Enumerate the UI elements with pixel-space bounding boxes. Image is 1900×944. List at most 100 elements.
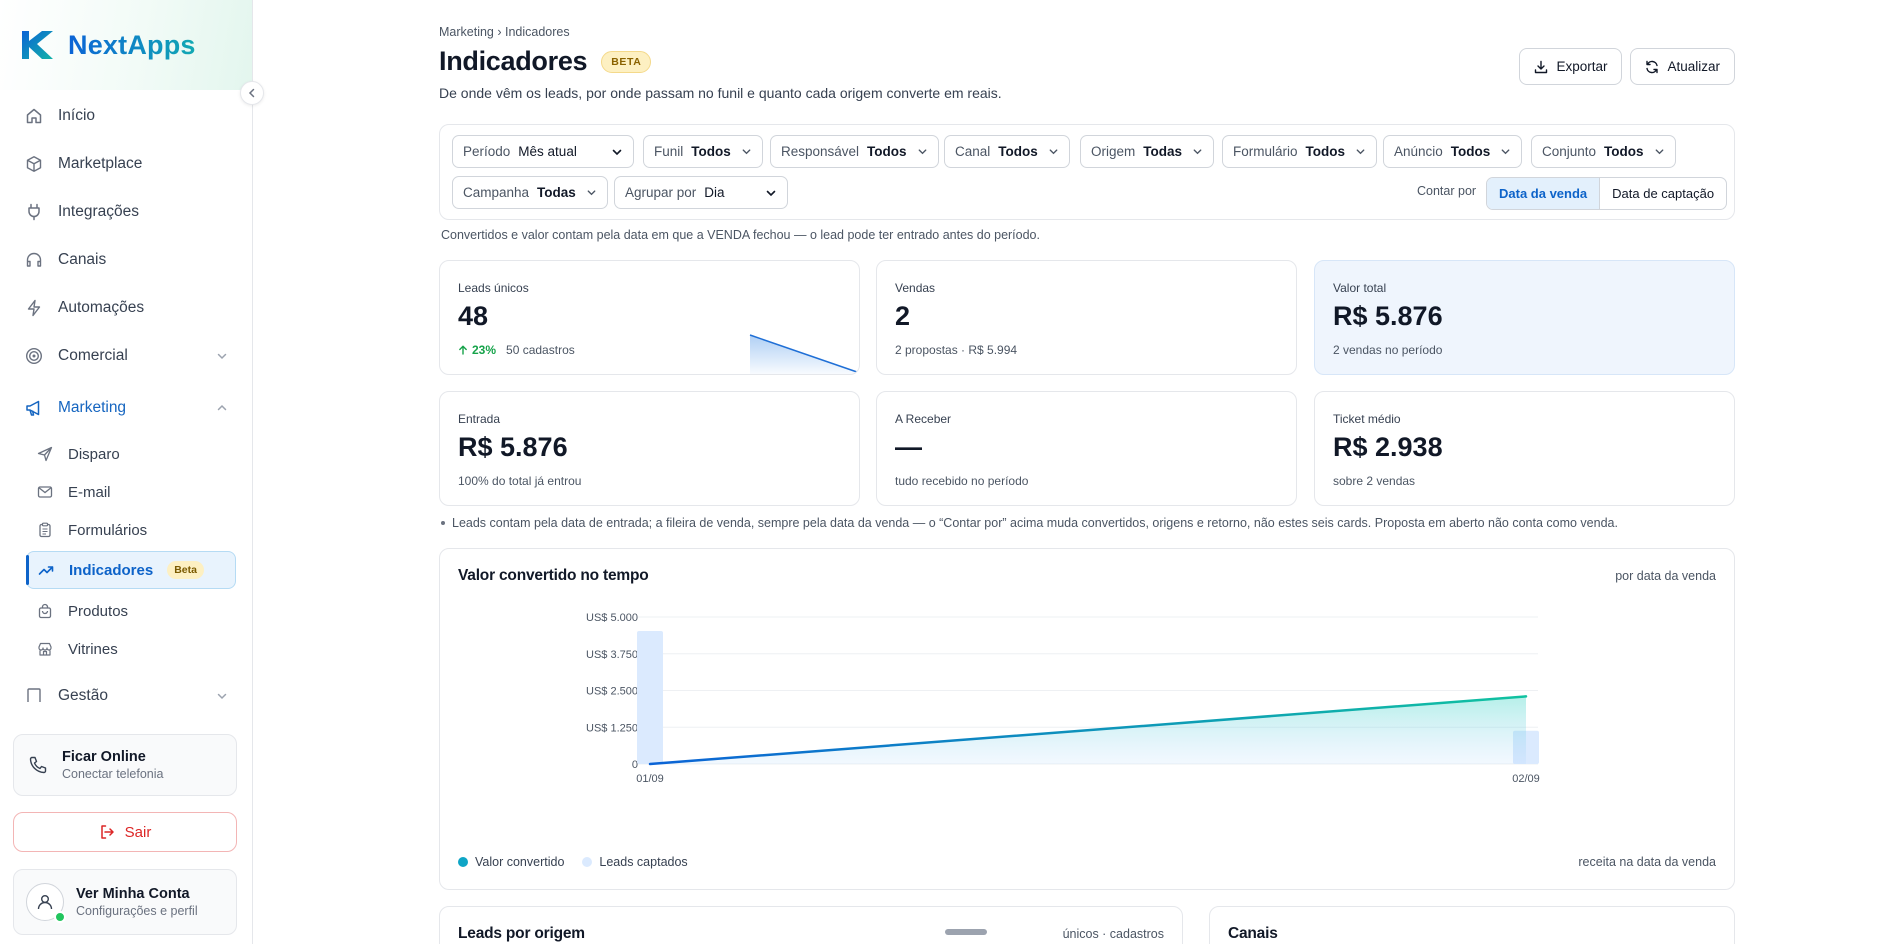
filter-value: Dia	[704, 185, 725, 200]
filter-periodo[interactable]: Período Mês atual	[452, 135, 634, 168]
sidebar-subitem-label: Disparo	[68, 445, 120, 463]
sidebar-item-integracoes[interactable]: Integrações	[24, 192, 228, 232]
account-card[interactable]: Ver Minha Conta Configurações e perfil	[13, 869, 237, 935]
sidebar-item-comercial[interactable]: Comercial	[24, 336, 228, 376]
chevron-up-icon	[217, 404, 227, 411]
legend-label: Valor convertido	[475, 855, 565, 869]
kpi-value: R$ 5.876	[458, 432, 568, 462]
legend-item-leads-captados[interactable]: Leads captados	[582, 855, 688, 869]
chart-date-basis: por data da venda	[1615, 569, 1716, 583]
filter-canal[interactable]: Canal Todos	[944, 135, 1070, 168]
legend-item-valor-convertido[interactable]: Valor convertido	[458, 855, 564, 869]
filter-conjunto[interactable]: Conjunto Todos	[1531, 135, 1676, 168]
kpi-sub: 23% 50 cadastros	[458, 343, 575, 357]
filter-label: Origem	[1091, 144, 1136, 159]
sidebar-item-label: Comercial	[58, 347, 128, 364]
refresh-button[interactable]: Atualizar	[1630, 48, 1735, 85]
export-button[interactable]: Exportar	[1519, 48, 1623, 85]
sidebar-subitem-label: Produtos	[68, 602, 129, 620]
account-title: Ver Minha Conta	[76, 886, 190, 902]
sidebar-item-automacoes[interactable]: Automações	[24, 288, 228, 328]
account-subtitle: Configurações e perfil	[76, 904, 198, 918]
brand-name: NextApps	[68, 29, 196, 60]
bar-leads-captados	[637, 631, 663, 764]
chevron-down-icon	[741, 146, 752, 157]
sidebar-subitem-label: Indicadores	[69, 561, 154, 579]
logout-icon	[100, 825, 114, 839]
sidebar-subitem-email[interactable]: E-mail	[26, 473, 236, 511]
home-icon	[24, 106, 44, 126]
main-content: Marketing › Indicadores Indicadores BETA…	[439, 0, 1735, 944]
filter-agrupar-por[interactable]: Agrupar por Dia	[614, 176, 788, 209]
filter-formulario[interactable]: Formulário Todos	[1222, 135, 1378, 168]
legend-label: Leads captados	[599, 855, 688, 869]
filter-origem[interactable]: Origem Todas	[1080, 135, 1215, 168]
collapse-sidebar-button[interactable]	[240, 81, 264, 105]
bolt-icon	[24, 298, 44, 318]
chevron-down-icon	[1500, 146, 1511, 157]
sidebar-item-canais[interactable]: Canais	[24, 240, 228, 280]
sidebar: NextApps Início Marketplace Integrações …	[0, 0, 264, 944]
sidebar-subitem-formularios[interactable]: Formulários	[26, 511, 236, 549]
chevron-down-icon	[611, 146, 623, 158]
filters-panel: Período Mês atual Funil Todos Responsáve…	[439, 124, 1735, 220]
plug-icon	[24, 202, 44, 222]
kpi-sub: sobre 2 vendas	[1333, 474, 1416, 488]
logout-button[interactable]: Sair	[13, 812, 237, 852]
count-by-capture-date-option[interactable]: Data de captação	[1612, 186, 1715, 201]
sidebar-item-label: Integrações	[58, 203, 139, 220]
kpi-delta-value: 23%	[472, 343, 497, 357]
sidebar-subitem-vitrines[interactable]: Vitrines	[26, 630, 236, 668]
kpi-sub: 2 vendas no período	[1333, 343, 1443, 357]
page-subtitle: De onde vêm os leads, por onde passam no…	[439, 85, 1002, 101]
count-by-sale-date-option[interactable]: Data da venda	[1487, 178, 1601, 209]
y-tick-label: US$ 1.250	[586, 722, 638, 734]
sidebar-item-label: Marketplace	[58, 155, 143, 172]
sidebar-item-label: Automações	[58, 299, 145, 316]
filter-label: Funil	[654, 144, 684, 159]
leads-sparkline	[749, 334, 858, 374]
sidebar-item-marketplace[interactable]: Marketplace	[24, 144, 228, 184]
go-online-subtitle: Conectar telefonia	[62, 767, 164, 781]
kpi-card-entrada: Entrada R$ 5.876 100% do total já entrou	[439, 391, 860, 506]
sidebar-item-marketing[interactable]: Marketing	[24, 388, 228, 428]
sidebar-subitem-produtos[interactable]: Produtos	[26, 592, 236, 630]
sidebar-subitem-indicadores[interactable]: Indicadores Beta	[26, 551, 236, 589]
filter-label: Conjunto	[1542, 144, 1597, 159]
title-row: Indicadores BETA	[439, 46, 652, 77]
sidebar-item-label: Início	[58, 107, 96, 124]
kpi-value: 48	[458, 301, 489, 331]
converted-value-chart: 0 US$ 1.250 US$ 2.500 US$ 3.750 US$ 5.000 01/…	[586, 612, 1540, 785]
filter-campanha[interactable]: Campanha Todas	[452, 176, 608, 209]
sidebar-subitem-disparo[interactable]: Disparo	[26, 435, 236, 473]
count-by-label: Contar por	[1417, 184, 1477, 198]
legend-swatch	[458, 857, 468, 867]
filter-label: Período	[463, 144, 511, 159]
filter-anuncio[interactable]: Anúncio Todos	[1383, 135, 1523, 168]
channels-card: Canais	[1209, 906, 1735, 944]
kpi-sub: tudo recebido no período	[895, 474, 1029, 488]
kpi-label: Ticket médio	[1333, 412, 1401, 426]
filter-label: Campanha	[463, 185, 530, 200]
mail-icon	[36, 483, 54, 501]
brand-logo[interactable]: NextApps	[20, 28, 196, 62]
y-tick-label: US$ 5.000	[586, 612, 638, 624]
filter-responsavel[interactable]: Responsável Todos	[770, 135, 939, 168]
go-online-card[interactable]: Ficar Online Conectar telefonia	[13, 734, 237, 796]
breadcrumb: Marketing › Indicadores	[439, 25, 570, 39]
drag-handle[interactable]	[945, 929, 987, 935]
headset-icon	[24, 250, 44, 270]
leads-by-origin-unit: únicos · cadastros	[1062, 927, 1164, 941]
filter-funil[interactable]: Funil Todos	[643, 135, 763, 168]
channels-title: Canais	[1228, 925, 1278, 942]
x-tick-label: 02/09	[1512, 773, 1540, 785]
sidebar-item-inicio[interactable]: Início	[24, 96, 228, 136]
chevron-down-icon	[1654, 146, 1665, 157]
sidebar-item-gestao[interactable]: Gestão	[24, 676, 228, 702]
chevron-down-icon	[1192, 146, 1203, 157]
leads-by-origin-title: Leads por origem	[458, 925, 585, 942]
download-icon	[1535, 60, 1548, 73]
sidebar-subitem-label: Formulários	[68, 521, 148, 539]
clipboard-icon	[36, 521, 54, 539]
logout-label: Sair	[124, 823, 152, 841]
